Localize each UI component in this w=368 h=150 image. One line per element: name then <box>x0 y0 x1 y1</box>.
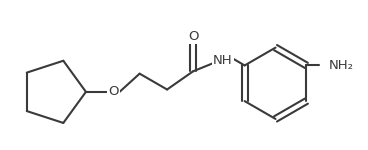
Text: O: O <box>188 30 198 43</box>
Text: NH₂: NH₂ <box>329 59 354 72</box>
Text: NH: NH <box>213 54 233 67</box>
Text: O: O <box>109 85 119 98</box>
